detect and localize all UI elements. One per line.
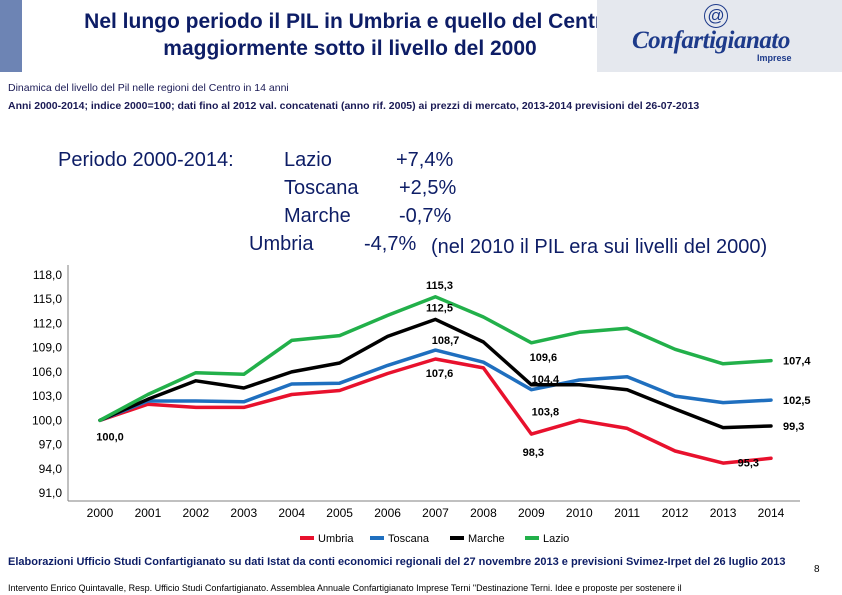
y-tick-label: 109,0 <box>32 341 62 355</box>
y-tick-label: 94,0 <box>39 462 63 476</box>
chart-subtitle: Dinamica del livello del Pil nelle regio… <box>8 82 289 94</box>
line-chart: 91,0 94,0 97,0 100,0 103,0 106,0 109,0 112,0 115… <box>32 265 811 545</box>
periodo-region: Umbria <box>249 233 314 255</box>
periodo-value: +2,5% <box>399 177 457 199</box>
y-tick-label: 112,0 <box>33 316 62 330</box>
data-label: 115,3 <box>426 280 453 292</box>
periodo-region: Marche <box>284 205 351 227</box>
series-line-marche <box>98 317 773 430</box>
x-tick-label: 2014 <box>758 506 785 520</box>
x-tick-label: 2010 <box>566 506 593 520</box>
source-note: Elaborazioni Ufficio Studi Confartigiana… <box>8 556 786 568</box>
legend-label: Umbria <box>318 533 354 545</box>
corner-decoration <box>0 0 22 72</box>
periodo-value: +7,4% <box>396 149 454 171</box>
x-tick-label: 2013 <box>710 506 737 520</box>
x-tick-label: 2011 <box>614 506 640 520</box>
x-tick-label: 2012 <box>662 506 689 520</box>
series-line-toscana <box>98 348 773 423</box>
periodo-region: Toscana <box>284 177 359 199</box>
x-tick-label: 2002 <box>183 506 210 520</box>
data-label: 109,6 <box>530 352 558 364</box>
y-tick-label: 118,0 <box>33 268 62 282</box>
legend-label: Lazio <box>543 533 569 545</box>
series-line-lazio <box>98 295 773 423</box>
data-label: 107,4 <box>783 356 811 368</box>
x-tick-label: 2006 <box>374 506 401 520</box>
periodo-note: (nel 2010 il PIL era sui livelli del 200… <box>431 236 768 258</box>
data-label: 102,5 <box>783 395 811 407</box>
y-tick-label: 100,0 <box>32 413 62 427</box>
y-tick-label: 106,0 <box>32 365 62 379</box>
x-tick-label: 2004 <box>278 506 305 520</box>
page-number: 8 <box>814 564 820 575</box>
x-tick-label: 2003 <box>230 506 257 520</box>
page-title: Nel lungo periodo il PIL in Umbria e que… <box>84 10 616 60</box>
data-label: 98,3 <box>523 447 544 459</box>
logo-brand: Confartigianato <box>632 27 790 54</box>
at-icon: @ <box>704 4 728 28</box>
x-tick-label: 2005 <box>326 506 353 520</box>
x-tick-label: 2000 <box>87 506 114 520</box>
data-label: 108,7 <box>432 335 460 347</box>
y-tick-label: 115,0 <box>33 292 62 306</box>
x-tick-label: 2009 <box>518 506 545 520</box>
x-tick-label: 2007 <box>422 506 449 520</box>
legend-label: Toscana <box>388 533 430 545</box>
series-line-umbria <box>98 357 773 465</box>
logo-sub: Imprese <box>757 53 792 63</box>
periodo-value: -0,7% <box>399 205 452 227</box>
data-label: 112,5 <box>426 302 453 314</box>
x-tick-label: 2008 <box>470 506 497 520</box>
periodo-value: -4,7% <box>364 233 417 255</box>
data-label: 104,4 <box>532 374 560 386</box>
y-tick-label: 91,0 <box>39 486 63 500</box>
data-label: 103,8 <box>532 407 560 419</box>
footer-credit: Intervento Enrico Quintavalle, Resp. Uff… <box>8 583 682 593</box>
data-label: 100,0 <box>96 431 124 443</box>
confartigianato-logo: @ Confartigianato Imprese <box>597 0 842 72</box>
data-label: 99,3 <box>783 421 804 433</box>
data-label: 107,6 <box>426 368 454 380</box>
y-tick-label: 97,0 <box>39 438 63 452</box>
legend-label: Marche <box>468 533 505 545</box>
periodo-region: Lazio <box>284 149 332 171</box>
x-tick-label: 2001 <box>135 506 162 520</box>
y-tick-label: 103,0 <box>32 389 62 403</box>
periodo-heading: Periodo 2000-2014: <box>58 149 234 171</box>
data-label: 95,3 <box>738 457 759 469</box>
chart-description: Anni 2000-2014; indice 2000=100; dati fi… <box>8 100 700 112</box>
